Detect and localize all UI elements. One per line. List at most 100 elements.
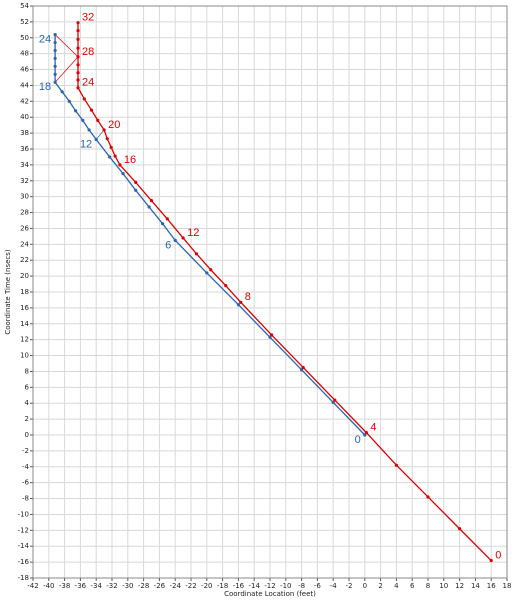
- data-point: [81, 118, 85, 122]
- data-point: [134, 188, 138, 192]
- data-point: [121, 172, 125, 176]
- data-point: [53, 48, 57, 53]
- data-point: [118, 163, 122, 167]
- connector: [54, 56, 79, 83]
- data-point: [268, 335, 272, 339]
- y-tick-label: 46: [20, 66, 29, 74]
- x-tick-label: 14: [471, 582, 480, 590]
- y-tick-label: 24: [20, 240, 29, 248]
- point-label: 0: [495, 549, 501, 561]
- x-tick-label: 4: [394, 582, 399, 590]
- data-point: [105, 137, 109, 141]
- y-tick-label: 0: [25, 431, 29, 439]
- data-point: [76, 29, 80, 33]
- data-point: [149, 199, 154, 203]
- point-label: 12: [187, 227, 199, 239]
- x-tick-label: -8: [298, 582, 305, 590]
- y-tick-label: -10: [18, 510, 29, 518]
- x-tick-label: -2: [346, 582, 353, 590]
- x-tick-label: -24: [169, 582, 181, 590]
- data-point: [89, 108, 94, 112]
- y-tick-label: 38: [20, 129, 29, 137]
- y-tick-label: -14: [18, 542, 30, 550]
- y-tick-label: 6: [25, 383, 30, 391]
- point-label: 4: [370, 422, 376, 434]
- y-tick-label: 50: [20, 34, 29, 42]
- data-point: [82, 97, 86, 101]
- data-point: [53, 72, 57, 76]
- point-label: 28: [82, 46, 94, 58]
- x-tick-label: -18: [217, 582, 228, 590]
- y-tick-label: 8: [25, 367, 29, 375]
- data-point: [94, 137, 98, 142]
- y-tick-label: -2: [22, 447, 29, 455]
- y-tick-label: 34: [20, 161, 29, 169]
- x-tick-label: 6: [410, 582, 415, 590]
- x-axis-title: Coordinate Location (feet): [224, 590, 316, 598]
- connector: [54, 34, 79, 58]
- data-point: [239, 300, 243, 304]
- y-tick-label: 16: [20, 304, 29, 312]
- x-tick-label: -4: [330, 582, 338, 590]
- data-point: [394, 463, 398, 467]
- y-tick-label: 48: [20, 50, 29, 58]
- y-tick-label: 10: [20, 352, 29, 360]
- x-tick-label: -20: [201, 582, 212, 590]
- data-point: [364, 431, 368, 435]
- data-point: [76, 63, 80, 67]
- y-tick-label: -6: [22, 479, 30, 487]
- x-tick-label: -22: [185, 582, 196, 590]
- data-point: [160, 222, 165, 226]
- y-tick-label: 20: [20, 272, 29, 280]
- y-tick-label: 30: [20, 193, 29, 201]
- data-point: [194, 252, 199, 256]
- data-point: [333, 398, 337, 402]
- y-tick-label: -16: [18, 558, 30, 566]
- data-point: [96, 118, 100, 122]
- data-point: [165, 217, 169, 221]
- x-tick-label: -28: [138, 582, 149, 590]
- y-tick-label: 52: [20, 18, 29, 26]
- data-point: [489, 558, 493, 563]
- y-tick-label: 44: [20, 81, 29, 89]
- data-point: [301, 365, 305, 370]
- data-point: [147, 205, 151, 209]
- x-tick-label: 12: [455, 582, 464, 590]
- x-tick-label: 18: [503, 582, 512, 590]
- data-point: [67, 99, 71, 103]
- x-tick-label: -36: [75, 582, 87, 590]
- y-tick-label: 2: [25, 415, 29, 423]
- y-tick-label: -8: [22, 495, 29, 503]
- data-point: [205, 271, 209, 275]
- data-point: [102, 128, 106, 132]
- y-tick-label: 54: [20, 2, 29, 10]
- y-tick-label: -4: [22, 463, 30, 471]
- data-point: [53, 64, 57, 68]
- data-point: [236, 303, 240, 307]
- y-tick-label: 18: [20, 288, 29, 296]
- point-label: 24: [82, 77, 94, 89]
- y-tick-label: 28: [20, 209, 29, 217]
- x-tick-label: -10: [280, 582, 291, 590]
- y-tick-label: -18: [18, 574, 29, 582]
- x-tick-label: 0: [363, 582, 367, 590]
- y-tick-label: 36: [20, 145, 29, 153]
- data-point: [209, 268, 213, 272]
- x-tick-label: -6: [314, 582, 322, 590]
- y-axis-title: Coordinate Time (nsecs): [4, 249, 12, 335]
- y-tick-label: 14: [20, 320, 29, 328]
- y-tick-label: 40: [20, 113, 29, 121]
- connector: [95, 129, 105, 140]
- x-tick-label: -26: [154, 582, 166, 590]
- x-tick-label: -14: [248, 582, 260, 590]
- y-tick-label: 4: [25, 399, 30, 407]
- data-point: [53, 40, 57, 45]
- data-point: [76, 46, 80, 50]
- data-point: [53, 80, 57, 84]
- data-point: [53, 56, 57, 61]
- y-tick-label: 42: [20, 97, 29, 105]
- data-point: [269, 333, 274, 337]
- point-label: 6: [165, 239, 171, 251]
- x-tick-label: -32: [106, 582, 117, 590]
